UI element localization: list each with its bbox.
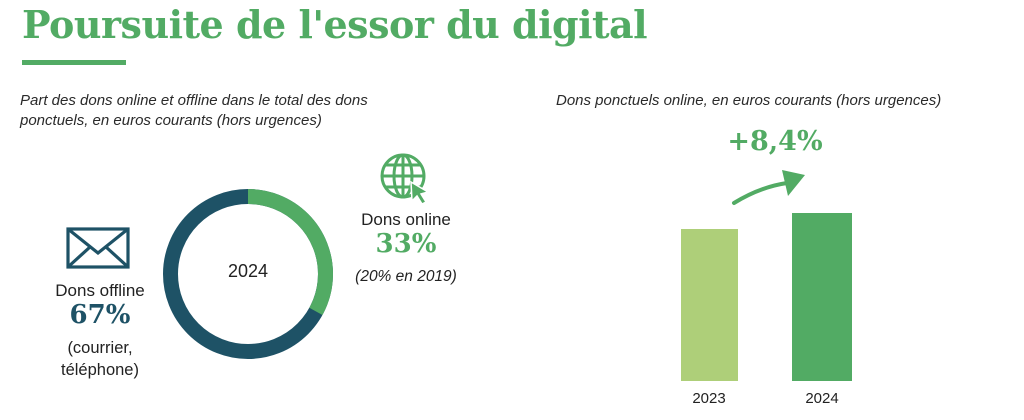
- envelope-icon: [66, 227, 130, 269]
- donut-segment-online: [163, 189, 333, 359]
- online-note: (20% en 2019): [355, 268, 457, 285]
- bar-chart-subtitle: Dons ponctuels online, en euros courants…: [556, 92, 942, 109]
- donut-chart-subtitle: Part des dons online et offline dans le …: [20, 92, 368, 129]
- growth-arrow-icon: [732, 170, 805, 205]
- donut-chart: [163, 189, 333, 359]
- offline-note: (courrier, téléphone): [38, 337, 162, 381]
- offline-note-line1: (courrier,: [67, 339, 133, 357]
- globe-cursor-icon: [380, 153, 430, 205]
- offline-label: Dons offline: [55, 281, 145, 300]
- title-underline: [22, 60, 126, 65]
- donut-center-year: 2024: [227, 261, 269, 281]
- online-percent: 33%: [375, 229, 437, 259]
- bar-2024: [792, 213, 852, 381]
- offline-note-line2: téléphone): [61, 361, 139, 379]
- bar-label-2024: 2024: [805, 390, 839, 407]
- online-label: Dons online: [361, 210, 451, 229]
- bar-2023: [681, 229, 738, 381]
- bar-label-2023: 2023: [692, 390, 726, 407]
- offline-percent: 67%: [69, 300, 131, 330]
- growth-annotation: +8,4%: [727, 126, 823, 157]
- page-title: Poursuite de l'essor du digital: [22, 2, 648, 47]
